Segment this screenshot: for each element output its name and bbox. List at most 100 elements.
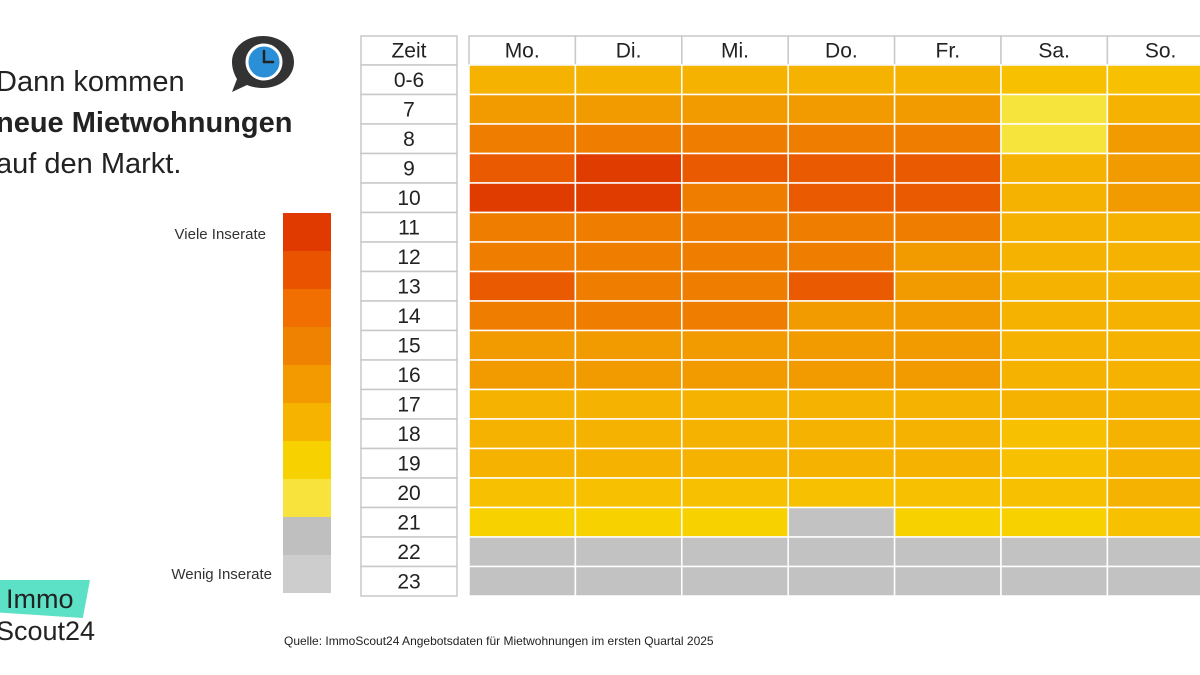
heatmap-cell-do-22 — [787, 536, 896, 568]
heatmap-cell-mo-11 — [468, 211, 577, 243]
heatmap-cell-so-18 — [1106, 418, 1200, 450]
day-header-cell — [468, 35, 577, 66]
heatmap-cell-sa-12 — [1000, 241, 1109, 273]
heatmap-cell-mi-7 — [681, 93, 789, 125]
time-label: 18 — [397, 423, 420, 446]
day-header-label: Sa. — [1038, 40, 1070, 63]
heatmap-cell-sa-23 — [1000, 565, 1109, 597]
clock-bubble-icon — [226, 32, 300, 94]
heatmap-cell-mi-15 — [681, 329, 789, 361]
heatmap-cell-do-8 — [787, 123, 896, 155]
heatmap-cell-sa-22 — [1000, 536, 1109, 568]
legend-swatch-9 — [283, 517, 331, 555]
heatmap-cell-mo-12 — [468, 241, 577, 273]
heatmap-cell-mi-11 — [681, 211, 789, 243]
time-label-cell — [360, 565, 458, 597]
heatmap-cell-so-13 — [1106, 270, 1200, 302]
heatmap-cell-fr-11 — [893, 211, 1002, 243]
heatmap-cell-so-22 — [1106, 536, 1200, 568]
heatmap-cell-di-15 — [574, 329, 683, 361]
time-label-cell — [360, 536, 458, 568]
heatmap-cell-di-17 — [574, 388, 683, 420]
heatmap-cell-do-7 — [787, 93, 896, 125]
day-header-label: Mo. — [505, 40, 540, 63]
heatmap-chart: Zeit Mo. Di. Mi. Do. Fr. Sa. So. 0-6 7 8 9 10 11 12 13 1… — [360, 35, 1200, 597]
heatmap-cell-mi-20 — [681, 477, 789, 509]
heatmap-cell-fr-19 — [893, 447, 1002, 479]
heatmap-cell-mo-13 — [468, 270, 577, 302]
heatmap-cell-mi-14 — [681, 300, 789, 332]
heatmap-cell-mi-23 — [681, 565, 789, 597]
heatmap-cell-so-10 — [1106, 182, 1200, 214]
heatmap-cell-mi-21 — [681, 506, 789, 538]
heatmap-cell-fr-21 — [893, 506, 1002, 538]
time-label: 12 — [397, 246, 420, 269]
legend-color-scale — [283, 213, 331, 593]
heatmap-cell-mo-15 — [468, 329, 577, 361]
heatmap-cell-di-20 — [574, 477, 683, 509]
heatmap-cell-mo-17 — [468, 388, 577, 420]
heatmap-cell-mi-22 — [681, 536, 789, 568]
legend-swatch-5 — [283, 365, 331, 403]
heatmap-cell-do-13 — [787, 270, 896, 302]
time-label: 10 — [397, 187, 420, 210]
heatmap-cell-do-10 — [787, 182, 896, 214]
heatmap-cell-fr-23 — [893, 565, 1002, 597]
heatmap-cell-mi-12 — [681, 241, 789, 273]
time-label-cell — [360, 182, 458, 214]
legend-swatch-6 — [283, 403, 331, 441]
heatmap-cell-fr-20 — [893, 477, 1002, 509]
legend-swatch-8 — [283, 479, 331, 517]
heatmap-cell-do-19 — [787, 447, 896, 479]
heatmap-cell-di-19 — [574, 447, 683, 479]
time-label: 0-6 — [394, 69, 424, 92]
time-label: 7 — [403, 98, 415, 121]
time-label: 22 — [397, 541, 420, 564]
heatmap-cell-mi-16 — [681, 359, 789, 391]
heatmap-cell-sa-16 — [1000, 359, 1109, 391]
day-header-label: So. — [1145, 40, 1177, 63]
headline-line-3: auf den Markt. — [0, 148, 182, 180]
corner-header-cell — [360, 35, 458, 66]
heatmap-cell-mo-10 — [468, 182, 577, 214]
source-note: Quelle: ImmoScout24 Angebotsdaten für Mi… — [284, 634, 714, 648]
heatmap-cell-so-11 — [1106, 211, 1200, 243]
heatmap-cell-fr-12 — [893, 241, 1002, 273]
heatmap-cell-do-18 — [787, 418, 896, 450]
heatmap-cell-fr-17 — [893, 388, 1002, 420]
heatmap-cell-mo-21 — [468, 506, 577, 538]
heatmap-cell-mo-23 — [468, 565, 577, 597]
heatmap-cell-di-16 — [574, 359, 683, 391]
time-label: 9 — [403, 157, 415, 180]
logo-badge — [0, 580, 90, 618]
heatmap-cell-sa-11 — [1000, 211, 1109, 243]
time-label: 20 — [397, 482, 420, 505]
heatmap-cell-fr-16 — [893, 359, 1002, 391]
heatmap-cell-mi-9 — [681, 152, 789, 184]
heatmap-cell-so-0-6 — [1106, 64, 1200, 96]
heatmap-cell-so-15 — [1106, 329, 1200, 361]
legend-swatch-4 — [283, 327, 331, 365]
heatmap-cell-sa-0-6 — [1000, 64, 1109, 96]
time-label-cell — [360, 211, 458, 243]
heatmap-cell-so-8 — [1106, 123, 1200, 155]
headline: Dann kommen neue Mietwohnungen auf den M… — [0, 62, 292, 185]
heatmap-cell-fr-0-6 — [893, 64, 1002, 96]
time-label: 11 — [398, 216, 420, 239]
heatmap-cell-so-7 — [1106, 93, 1200, 125]
heatmap-cell-mo-19 — [468, 447, 577, 479]
day-header-cell — [787, 35, 896, 66]
heatmap-cell-di-10 — [574, 182, 683, 214]
time-label: 23 — [397, 570, 420, 593]
heatmap-cell-sa-10 — [1000, 182, 1109, 214]
legend-swatch-1 — [283, 213, 331, 251]
time-label: 21 — [397, 511, 420, 534]
heatmap-cell-mo-9 — [468, 152, 577, 184]
heatmap-cell-sa-15 — [1000, 329, 1109, 361]
heatmap-cell-fr-14 — [893, 300, 1002, 332]
time-label: 19 — [397, 452, 420, 475]
heatmap-cell-do-23 — [787, 565, 896, 597]
heatmap-cell-mi-17 — [681, 388, 789, 420]
heatmap-cell-di-7 — [574, 93, 683, 125]
heatmap-cell-do-11 — [787, 211, 896, 243]
